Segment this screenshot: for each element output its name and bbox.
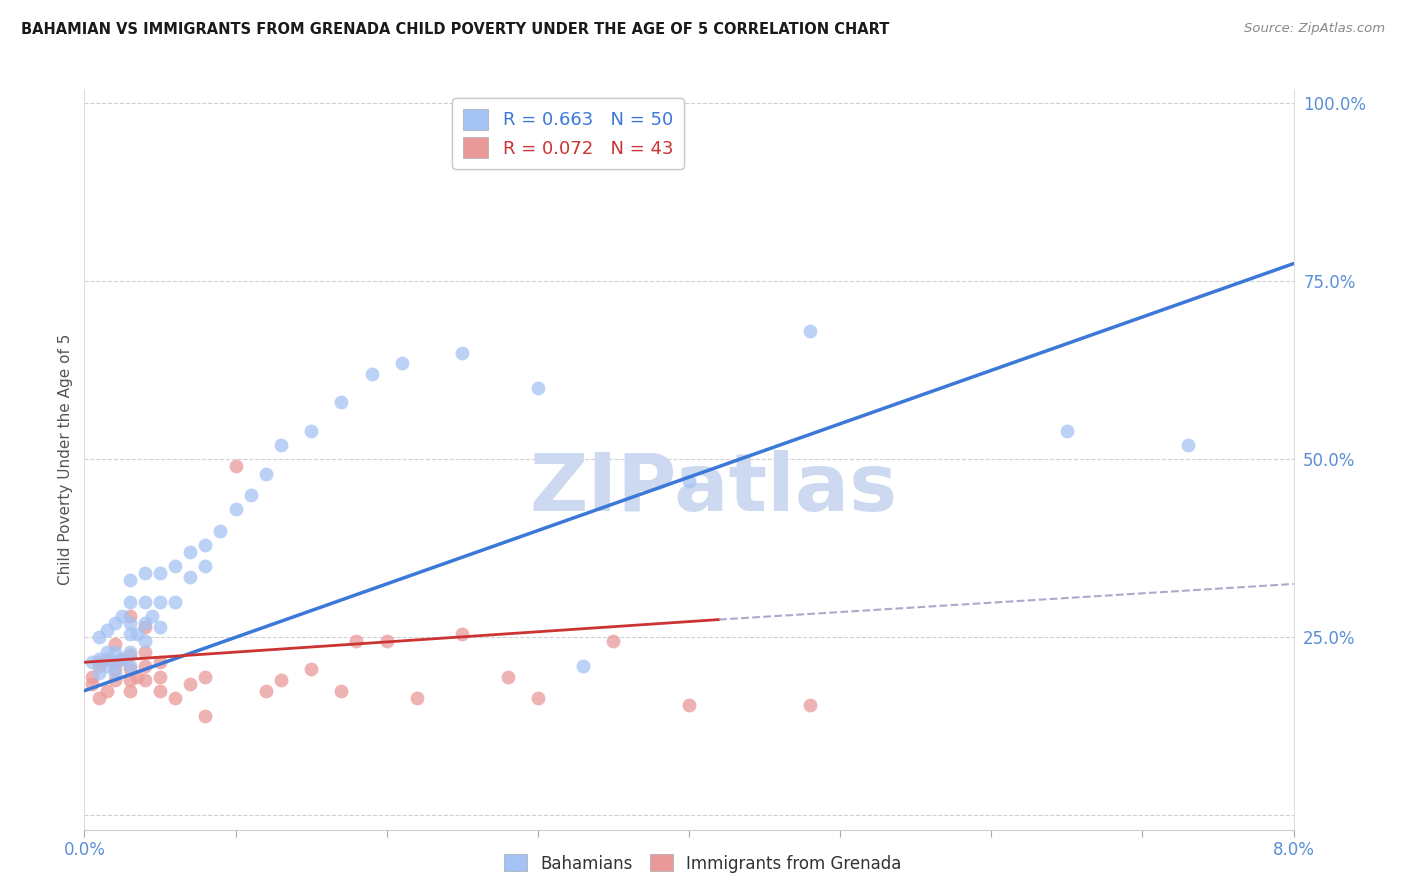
Point <box>270 438 292 452</box>
Point <box>572 658 595 673</box>
Point <box>602 634 624 648</box>
Point <box>270 673 292 687</box>
Point <box>118 658 141 673</box>
Point <box>1056 424 1078 438</box>
Point <box>80 655 103 669</box>
Point <box>299 424 322 438</box>
Point <box>165 690 187 705</box>
Point <box>111 651 134 665</box>
Point <box>118 662 141 676</box>
Point <box>104 655 127 669</box>
Point <box>127 627 149 641</box>
Point <box>346 634 368 648</box>
Point <box>451 627 474 641</box>
Point <box>678 474 700 488</box>
Point <box>134 634 156 648</box>
Point <box>360 367 382 381</box>
Point <box>254 467 277 481</box>
Legend: Bahamians, Immigrants from Grenada: Bahamians, Immigrants from Grenada <box>498 847 908 880</box>
Point <box>118 609 141 624</box>
Point <box>96 644 118 658</box>
Y-axis label: Child Poverty Under the Age of 5: Child Poverty Under the Age of 5 <box>58 334 73 585</box>
Point <box>194 559 217 574</box>
Point <box>141 609 163 624</box>
Point <box>254 683 277 698</box>
Text: BAHAMIAN VS IMMIGRANTS FROM GRENADA CHILD POVERTY UNDER THE AGE OF 5 CORRELATION: BAHAMIAN VS IMMIGRANTS FROM GRENADA CHIL… <box>21 22 890 37</box>
Point <box>149 566 172 581</box>
Point <box>80 676 103 690</box>
Point <box>134 566 156 581</box>
Text: Source: ZipAtlas.com: Source: ZipAtlas.com <box>1244 22 1385 36</box>
Point <box>89 665 111 680</box>
Point <box>96 624 118 638</box>
Point <box>149 683 172 698</box>
Point <box>134 644 156 658</box>
Point <box>134 673 156 687</box>
Point <box>104 644 127 658</box>
Point <box>89 655 111 669</box>
Point <box>239 488 262 502</box>
Point <box>104 662 127 676</box>
Legend: R = 0.663   N = 50, R = 0.072   N = 43: R = 0.663 N = 50, R = 0.072 N = 43 <box>453 98 683 169</box>
Point <box>134 620 156 634</box>
Point <box>406 690 429 705</box>
Point <box>104 655 127 669</box>
Point <box>225 459 247 474</box>
Point <box>89 631 111 645</box>
Point <box>118 595 141 609</box>
Point <box>194 669 217 683</box>
Point <box>104 637 127 651</box>
Point <box>179 676 201 690</box>
Point <box>134 595 156 609</box>
Point <box>209 524 232 538</box>
Point <box>118 574 141 588</box>
Point <box>134 616 156 631</box>
Point <box>330 395 353 409</box>
Point <box>496 669 519 683</box>
Point <box>104 665 127 680</box>
Point <box>299 662 322 676</box>
Point <box>165 559 187 574</box>
Point <box>375 634 398 648</box>
Point <box>111 609 134 624</box>
Point <box>104 616 127 631</box>
Point <box>527 690 550 705</box>
Point <box>1177 438 1199 452</box>
Point <box>194 708 217 723</box>
Point <box>104 673 127 687</box>
Point <box>127 669 149 683</box>
Point <box>149 655 172 669</box>
Point <box>149 669 172 683</box>
Point <box>165 595 187 609</box>
Point <box>225 502 247 516</box>
Point <box>118 627 141 641</box>
Point <box>134 658 156 673</box>
Point <box>179 545 201 559</box>
Point <box>111 651 134 665</box>
Point <box>330 683 353 698</box>
Point <box>118 673 141 687</box>
Point <box>179 570 201 584</box>
Point <box>149 620 172 634</box>
Point <box>194 538 217 552</box>
Point <box>118 683 141 698</box>
Point <box>451 345 474 359</box>
Point <box>391 356 413 370</box>
Point <box>799 698 821 712</box>
Point <box>96 683 118 698</box>
Point <box>89 658 111 673</box>
Point <box>149 595 172 609</box>
Point <box>118 648 141 662</box>
Point <box>118 616 141 631</box>
Point <box>678 698 700 712</box>
Point <box>527 381 550 395</box>
Point <box>96 651 118 665</box>
Point <box>89 651 111 665</box>
Point <box>96 658 118 673</box>
Text: ZIPatlas: ZIPatlas <box>529 450 897 528</box>
Point <box>89 690 111 705</box>
Point <box>80 669 103 683</box>
Point <box>799 324 821 338</box>
Point <box>118 644 141 658</box>
